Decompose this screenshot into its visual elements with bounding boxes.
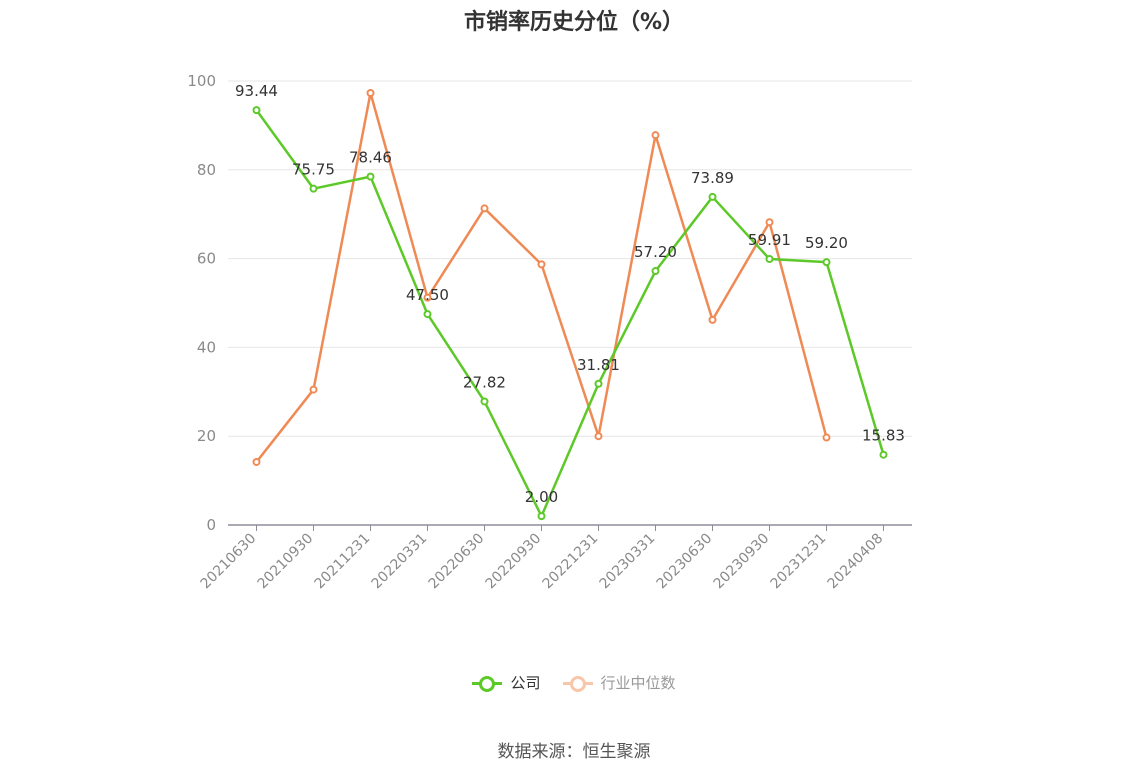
company-point [480, 397, 489, 406]
y-axis-ticks: 0 20 40 60 80 100 [187, 72, 216, 534]
legend-item-industry[interactable]: 行业中位数 [562, 672, 676, 693]
x-tick-label: 20210930 [255, 531, 317, 593]
data-labels: 93.44 75.75 78.46 47.50 27.82 2.00 31.81 57.20 7… [235, 82, 905, 506]
legend-swatch-company [472, 675, 503, 692]
data-label: 31.81 [577, 356, 620, 374]
legend-item-company[interactable]: 公司 [472, 672, 541, 693]
data-label: 59.91 [748, 231, 791, 249]
y-tick-label: 20 [197, 427, 216, 445]
data-label: 78.46 [349, 149, 392, 167]
y-tick-label: 40 [197, 338, 216, 356]
industry-point [309, 385, 318, 394]
x-tick-label: 20231231 [768, 531, 830, 593]
company-point [822, 258, 831, 267]
industry-point [765, 218, 774, 227]
industry-point [366, 88, 375, 97]
x-tick-label: 20221231 [540, 531, 602, 593]
company-point [651, 267, 660, 276]
data-label: 73.89 [691, 169, 734, 187]
x-tick-label: 20211231 [312, 531, 374, 593]
data-label: 75.75 [292, 161, 335, 179]
company-point [537, 512, 546, 521]
y-tick-label: 0 [206, 516, 216, 534]
industry-point [537, 260, 546, 269]
industry-point [651, 131, 660, 140]
series-line-industry [255, 91, 828, 463]
source-note: 数据来源：恒生聚源 [497, 742, 651, 762]
y-tick-label: 60 [197, 250, 216, 268]
series-points [252, 88, 888, 521]
x-tick-label: 20220930 [483, 531, 545, 593]
legend-swatch-industry [562, 675, 593, 692]
series-line-company [255, 109, 885, 518]
x-tick-label: 20210630 [198, 531, 260, 593]
legend: 公司 行业中位数 [0, 672, 1148, 693]
x-tick-label: 20230331 [597, 531, 659, 593]
company-point [765, 254, 774, 263]
y-tick-label: 100 [187, 72, 216, 90]
x-tick-label: 20230930 [711, 531, 773, 593]
industry-point [708, 315, 717, 324]
x-tick-label: 20240408 [825, 531, 887, 593]
y-tick-label: 80 [197, 161, 216, 179]
x-tick-label: 20230630 [654, 531, 716, 593]
company-point [252, 106, 261, 115]
legend-label-company: 公司 [510, 674, 541, 692]
industry-point [594, 432, 603, 441]
company-point [366, 172, 375, 181]
data-label: 47.50 [406, 286, 449, 304]
industry-point [822, 433, 831, 442]
data-label: 93.44 [235, 82, 278, 100]
x-axis: 2021063020210930202112312022033120220630… [198, 524, 912, 593]
industry-point [423, 293, 432, 302]
chart-title: 市销率历史分位（%） [463, 10, 685, 35]
legend-label-industry: 行业中位数 [600, 674, 676, 692]
company-point [309, 184, 318, 193]
grid-lines [228, 80, 912, 437]
industry-point [480, 204, 489, 213]
industry-point [252, 457, 261, 466]
company-point [594, 379, 603, 388]
x-tick-label: 20220331 [369, 531, 431, 593]
company-point [708, 192, 717, 201]
company-point [879, 450, 888, 459]
data-label: 15.83 [862, 427, 905, 445]
data-label: 59.20 [805, 234, 848, 252]
company-point [423, 310, 432, 319]
data-label: 57.20 [634, 243, 677, 261]
data-label: 2.00 [525, 488, 558, 506]
data-label: 27.82 [463, 373, 506, 391]
x-tick-label: 20220630 [426, 531, 488, 593]
